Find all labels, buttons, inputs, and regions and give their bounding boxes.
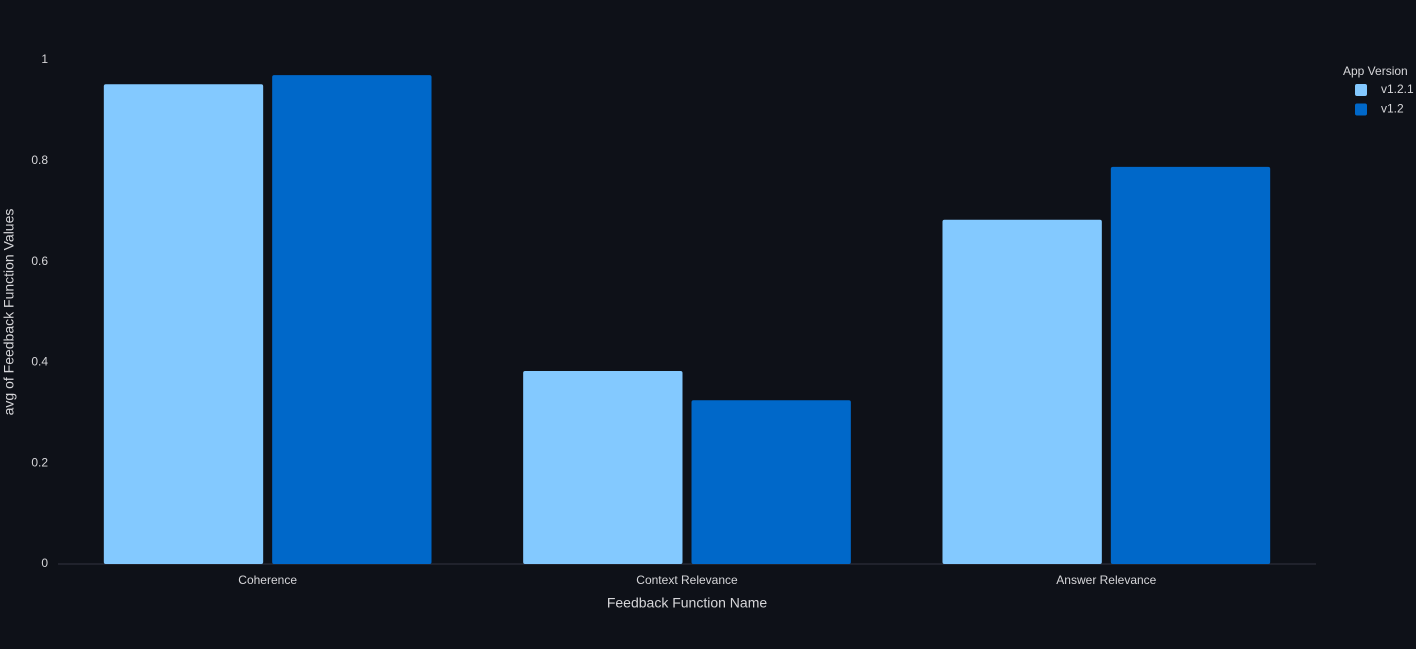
x-axis-title: Feedback Function Name xyxy=(607,595,768,611)
y-tick-label: 1 xyxy=(41,52,48,66)
legend-label: v1.2 xyxy=(1381,102,1404,116)
y-axis-title: avg of Feedback Function Values xyxy=(1,209,17,416)
legend-title: App Version xyxy=(1343,64,1408,78)
y-tick-label: 0.2 xyxy=(31,455,48,469)
bar xyxy=(942,219,1102,564)
bar xyxy=(523,370,683,564)
y-tick-label: 0 xyxy=(41,556,48,570)
bar xyxy=(103,84,264,564)
bar xyxy=(1110,166,1271,564)
x-tick-label: Answer Relevance xyxy=(1056,573,1156,587)
legend-swatch xyxy=(1355,84,1367,96)
y-tick-label: 0.8 xyxy=(31,153,48,167)
x-tick-label: Context Relevance xyxy=(636,573,738,587)
legend-label: v1.2.1 xyxy=(1381,82,1414,96)
legend-swatch xyxy=(1355,103,1367,116)
x-tick-label: Coherence xyxy=(238,573,297,587)
y-tick-label: 0.4 xyxy=(31,355,48,369)
bar xyxy=(272,75,432,565)
y-tick-label: 0.6 xyxy=(31,254,48,268)
bar xyxy=(691,400,851,564)
